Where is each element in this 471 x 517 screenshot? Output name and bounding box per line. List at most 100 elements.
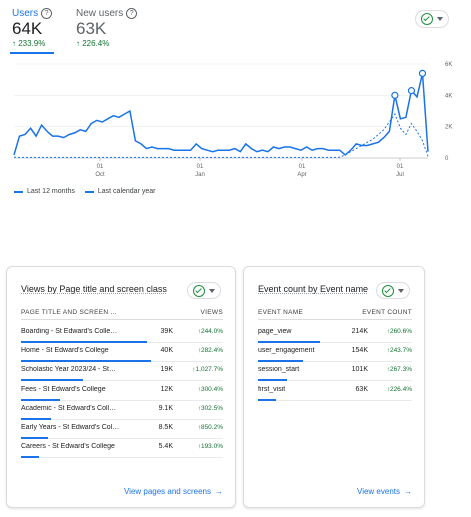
- row-name: Careers - St Edward's College: [21, 443, 115, 451]
- series-line-last-12-months: [13, 73, 429, 156]
- row-share-bar: [21, 417, 51, 420]
- table-row[interactable]: Scholastic Year 2023/24 - St… 19K ↑1,027.7…: [21, 361, 223, 382]
- check-circle-icon: [421, 13, 433, 25]
- x-tick-day: 01: [397, 164, 404, 170]
- row-share-bar: [21, 360, 151, 363]
- row-delta: ↑226.4%: [386, 385, 412, 393]
- row-delta: ↑1,027.7%: [192, 366, 223, 374]
- column-header-event-count: EVENT COUNT: [362, 309, 412, 316]
- line-chart: 6K 4K 2K 0 01 Oct 01 Jan 01 Apr 01 Jul: [13, 62, 452, 178]
- new-users-delta: ↑ 226.4%: [76, 39, 110, 48]
- view-pages-and-screens-link[interactable]: View pages and screens →: [124, 487, 223, 496]
- row-delta: ↑193.0%: [197, 443, 223, 451]
- table-header: EVENT NAME EVENT COUNT: [258, 305, 412, 320]
- new-users-metric[interactable]: New users ? 63K ↑ 226.4%: [76, 8, 138, 48]
- row-value: 101K: [351, 366, 368, 374]
- y-tick-label: 0: [445, 156, 449, 162]
- table-row[interactable]: Home - St Edward's College 40K ↑282.4%: [21, 342, 223, 363]
- new-users-label: New users: [76, 8, 124, 19]
- arrow-right-icon: →: [215, 487, 223, 496]
- row-share-bar: [258, 398, 276, 401]
- table-row[interactable]: Academic - St Edward's Coll… 9.1K ↑302.5%: [21, 400, 223, 420]
- row-value: 12K: [160, 385, 173, 393]
- chart-legend: Last 12 months Last calendar year: [14, 188, 155, 195]
- compare-status-button[interactable]: [187, 282, 221, 299]
- row-value: 214K: [351, 328, 368, 335]
- table-row[interactable]: user_engagement 154K ↑243.7%: [258, 342, 412, 363]
- table-header: PAGE TITLE AND SCREEN … VIEWS: [21, 305, 223, 320]
- row-name: Scholastic Year 2023/24 - St…: [21, 366, 116, 374]
- row-share-bar: [258, 379, 288, 382]
- row-share-bar: [258, 360, 303, 363]
- link-label: View pages and screens: [123, 487, 211, 496]
- row-value: 19K: [160, 366, 173, 374]
- table-row[interactable]: Careers - St Edward's College 5.4K ↑193.0%: [21, 438, 223, 459]
- row-delta: ↑243.7%: [386, 347, 412, 355]
- x-tick-month: Jul: [396, 172, 404, 178]
- table-row[interactable]: Boarding - St Edward's Colle… 39K ↑244.0%: [21, 323, 223, 343]
- table-row[interactable]: first_visit 63K ↑226.4%: [258, 381, 412, 401]
- row-share-bar: [21, 379, 84, 382]
- table-row[interactable]: session_start 101K ↑267.3%: [258, 361, 412, 382]
- row-value: 9.1K: [158, 404, 173, 412]
- row-delta: ↑260.6%: [386, 328, 412, 335]
- link-label: View events: [357, 487, 400, 496]
- legend-last-calendar-year: Last calendar year: [97, 188, 156, 195]
- new-users-label-row: New users ?: [76, 8, 138, 19]
- views-by-page-title-card: Views by Page title and screen class PAG…: [6, 266, 236, 508]
- users-label: Users: [12, 8, 39, 19]
- row-name: first_visit: [258, 385, 286, 393]
- caret-down-icon: [209, 288, 215, 293]
- caret-down-icon: [437, 17, 443, 21]
- data-point-marker: [391, 91, 399, 99]
- row-value: 5.4K: [158, 443, 173, 451]
- row-share-bar: [21, 341, 148, 343]
- check-circle-icon: [382, 284, 394, 297]
- row-value: 8.5K: [158, 424, 173, 431]
- table-row[interactable]: page_view 214K ↑260.6%: [258, 323, 412, 343]
- table-rows: page_view 214K ↑260.6% user_engagement 154K ↑…: [258, 323, 412, 403]
- card-title[interactable]: Event count by Event name: [258, 284, 369, 294]
- caret-down-icon: [398, 288, 404, 293]
- x-tick-month: Apr: [297, 172, 306, 178]
- table-rows: Boarding - St Edward's Colle… 39K ↑244.0% H…: [21, 323, 223, 463]
- users-metric[interactable]: Users ? 64K ↑ 233.9%: [10, 8, 55, 54]
- row-delta: ↑244.0%: [197, 328, 223, 335]
- row-name: Early Years - St Edward's Col…: [21, 424, 120, 431]
- legend-last-12-months: Last 12 months: [27, 188, 75, 195]
- series-markers: [391, 69, 427, 99]
- y-tick-label: 6K: [445, 62, 452, 68]
- row-name: Academic - St Edward's Coll…: [21, 404, 117, 412]
- compare-status-button[interactable]: [376, 282, 410, 299]
- card-title[interactable]: Views by Page title and screen class: [21, 284, 167, 294]
- selected-metric-indicator: [10, 52, 55, 54]
- row-share-bar: [21, 398, 60, 401]
- new-users-value: 63K: [76, 19, 107, 38]
- table-row[interactable]: Early Years - St Edward's Col… 8.5K ↑850.2…: [21, 419, 223, 439]
- data-point-marker: [407, 87, 416, 95]
- row-delta: ↑282.4%: [197, 347, 223, 355]
- row-value: 40K: [160, 347, 173, 355]
- users-label-row: Users ?: [12, 8, 53, 19]
- row-delta: ↑850.2%: [197, 424, 223, 431]
- column-header-event-name: EVENT NAME: [258, 309, 304, 316]
- row-share-bar: [21, 456, 40, 459]
- column-header-views: VIEWS: [200, 309, 223, 316]
- row-value: 39K: [160, 328, 173, 335]
- row-delta: ↑302.5%: [197, 404, 223, 412]
- users-delta-text: 233.9%: [18, 39, 46, 48]
- view-events-link[interactable]: View events →: [357, 487, 412, 496]
- row-name: Boarding - St Edward's Colle…: [21, 328, 118, 335]
- chart-grid: [14, 63, 428, 159]
- check-circle-icon: [193, 284, 205, 297]
- compare-status-button[interactable]: [415, 10, 449, 28]
- help-icon[interactable]: ?: [126, 8, 138, 19]
- x-tick-month: Oct: [95, 172, 105, 178]
- table-row[interactable]: Fees - St Edward's College 12K ↑300.4%: [21, 381, 223, 401]
- row-value: 154K: [351, 347, 368, 355]
- y-tick-label: 2K: [445, 125, 452, 131]
- column-header-name: PAGE TITLE AND SCREEN …: [21, 309, 118, 316]
- row-delta: ↑267.3%: [386, 366, 412, 374]
- help-icon[interactable]: ?: [41, 8, 53, 19]
- legend-dashed-swatch: [84, 190, 94, 193]
